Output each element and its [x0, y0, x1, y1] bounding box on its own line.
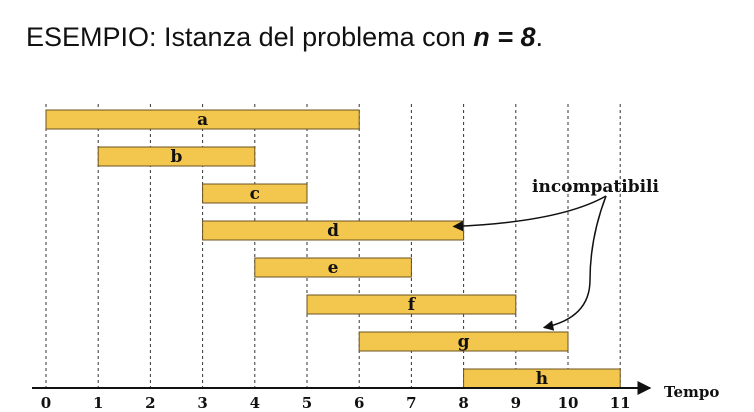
tick-label-5: 5: [302, 394, 312, 412]
heading-prefix: ESEMPIO: Istanza del problema con: [26, 22, 474, 52]
interval-bar-e: [254, 257, 412, 278]
interval-label-f: f: [408, 295, 417, 315]
interval-bar-b: [97, 146, 256, 167]
tick-label-10: 10: [558, 394, 579, 412]
interval-label-c: c: [250, 184, 260, 204]
tick-label-0: 0: [41, 394, 51, 412]
arrow-to-g: [542, 195, 607, 331]
axis-label: Tempo: [664, 383, 719, 401]
interval-bar-d: [202, 220, 465, 241]
interval-label-h: h: [536, 369, 548, 389]
tick-label-8: 8: [458, 394, 468, 412]
interval-bar-f: [306, 294, 517, 315]
tick-label-9: 9: [511, 394, 521, 412]
tick-label-1: 1: [93, 394, 103, 412]
interval-bar-a: [45, 109, 360, 130]
interval-bar-c: [202, 183, 308, 204]
annotation-label: incompatibili: [532, 177, 660, 197]
interval-label-e: e: [328, 258, 339, 278]
heading-n-value: n = 8: [473, 22, 536, 52]
arrow-to-d: [452, 195, 607, 232]
interval-bar-g: [358, 331, 569, 352]
interval-label-a: a: [197, 110, 208, 130]
tick-label-11: 11: [610, 394, 631, 412]
tick-label-2: 2: [145, 394, 155, 412]
tick-label-6: 6: [354, 394, 364, 412]
tick-label-7: 7: [406, 394, 416, 412]
heading-suffix: .: [535, 22, 544, 52]
interval-label-b: b: [171, 147, 183, 167]
interval-label-d: d: [327, 221, 339, 241]
tick-label-4: 4: [250, 394, 260, 412]
slide-heading: ESEMPIO: Istanza del problema con n = 8.: [26, 22, 543, 53]
tick-label-3: 3: [197, 394, 207, 412]
interval-label-g: g: [458, 332, 470, 352]
